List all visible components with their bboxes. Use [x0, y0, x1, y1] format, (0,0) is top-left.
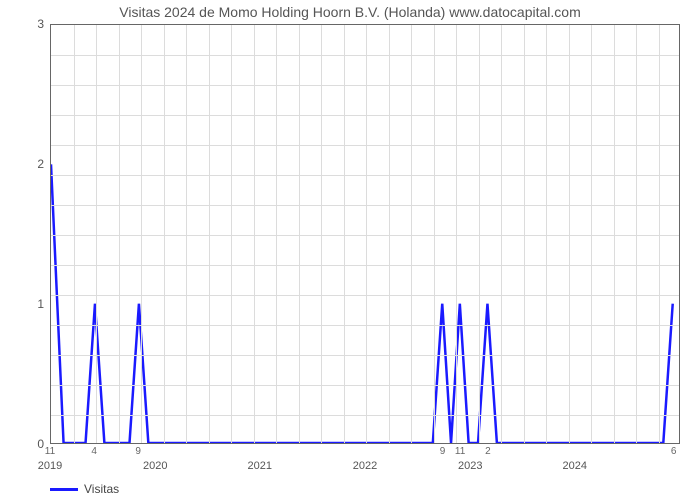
- gridline-vertical: [299, 25, 300, 443]
- legend-label: Visitas: [84, 482, 119, 496]
- gridline-vertical: [276, 25, 277, 443]
- y-axis-tick: 3: [0, 17, 44, 31]
- gridline-vertical: [456, 25, 457, 443]
- gridline-vertical: [321, 25, 322, 443]
- plot-area: [50, 24, 680, 444]
- gridline-horizontal: [51, 205, 679, 206]
- gridline-vertical: [344, 25, 345, 443]
- gridline-vertical: [614, 25, 615, 443]
- y-axis-tick: 0: [0, 437, 44, 451]
- legend-swatch: [50, 488, 78, 491]
- gridline-horizontal: [51, 385, 679, 386]
- gridline-vertical: [119, 25, 120, 443]
- gridline-vertical: [569, 25, 570, 443]
- chart-title: Visitas 2024 de Momo Holding Hoorn B.V. …: [0, 4, 700, 20]
- x-axis-year-tick: 2020: [143, 460, 167, 472]
- x-axis-minor-tick: 2: [485, 446, 491, 457]
- x-axis-year-tick: 2022: [353, 460, 377, 472]
- x-axis-year-tick: 2019: [38, 460, 62, 472]
- line-series: [51, 25, 679, 443]
- x-axis-minor-tick: 11: [455, 446, 465, 457]
- x-axis-year-tick: 2021: [248, 460, 272, 472]
- gridline-vertical: [209, 25, 210, 443]
- x-axis-minor-tick: 9: [440, 446, 446, 457]
- gridline-vertical: [164, 25, 165, 443]
- gridline-vertical: [389, 25, 390, 443]
- gridline-horizontal: [51, 325, 679, 326]
- gridline-vertical: [659, 25, 660, 443]
- gridline-vertical: [231, 25, 232, 443]
- gridline-vertical: [501, 25, 502, 443]
- x-axis-year-tick: 2024: [563, 460, 587, 472]
- x-axis-minor-tick: 4: [91, 446, 97, 457]
- y-axis-tick: 1: [0, 297, 44, 311]
- chart-container: Visitas 2024 de Momo Holding Hoorn B.V. …: [0, 0, 700, 500]
- gridline-horizontal: [51, 355, 679, 356]
- gridline-horizontal: [51, 235, 679, 236]
- gridline-vertical: [546, 25, 547, 443]
- gridline-horizontal: [51, 55, 679, 56]
- gridline-vertical: [141, 25, 142, 443]
- gridline-horizontal: [51, 145, 679, 146]
- gridline-vertical: [524, 25, 525, 443]
- gridline-vertical: [96, 25, 97, 443]
- gridline-horizontal: [51, 415, 679, 416]
- x-axis-minor-tick: 6: [671, 446, 677, 457]
- gridline-vertical: [636, 25, 637, 443]
- gridline-horizontal: [51, 85, 679, 86]
- gridline-vertical: [479, 25, 480, 443]
- gridline-horizontal: [51, 175, 679, 176]
- gridline-horizontal: [51, 115, 679, 116]
- x-axis-minor-tick: 11: [45, 446, 55, 457]
- legend: Visitas: [50, 482, 119, 496]
- gridline-vertical: [434, 25, 435, 443]
- gridline-vertical: [591, 25, 592, 443]
- gridline-horizontal: [51, 295, 679, 296]
- x-axis-year-tick: 2023: [458, 460, 482, 472]
- gridline-vertical: [366, 25, 367, 443]
- gridline-horizontal: [51, 265, 679, 266]
- y-axis-tick: 2: [0, 157, 44, 171]
- gridline-vertical: [186, 25, 187, 443]
- gridline-vertical: [74, 25, 75, 443]
- gridline-vertical: [254, 25, 255, 443]
- x-axis-minor-tick: 9: [135, 446, 141, 457]
- gridline-vertical: [411, 25, 412, 443]
